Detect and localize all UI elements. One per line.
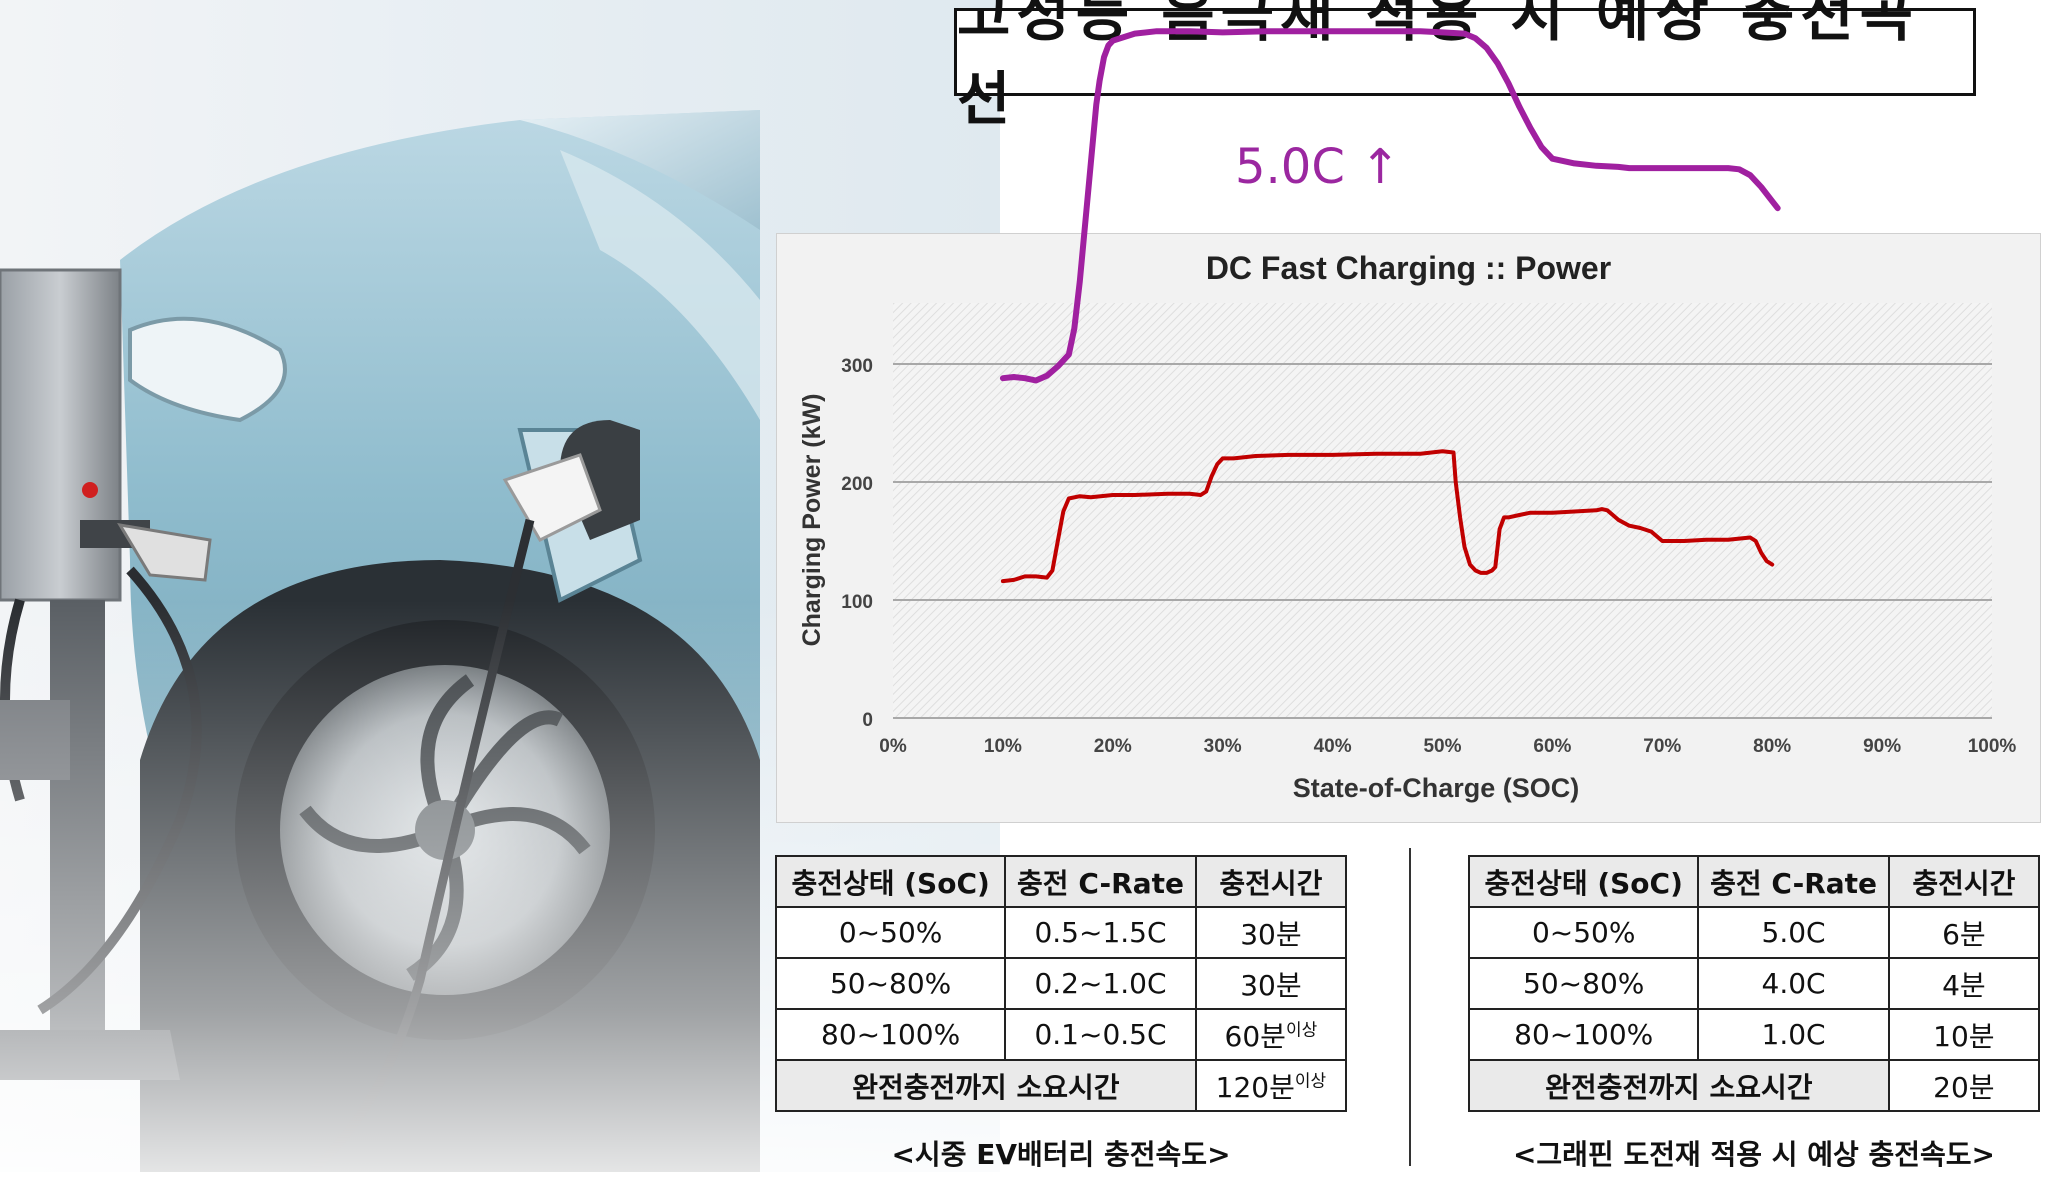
cell-soc: 80~100% [774,1008,1007,1061]
cell-time: 30분 [1194,906,1348,959]
table-row: 80~100% 1.0C 10분 [1467,1008,2041,1061]
cell-time: 4분 [1887,957,2041,1010]
graphene-caption: <그래핀 도전재 적용 시 예상 충전속도> [1512,1138,1996,1171]
market-battery-table: 충전상태 (SoC) 충전 C-Rate 충전시간 0~50% 0.5~1.5C… [774,855,1348,1112]
cell-time: 30분 [1194,957,1348,1010]
logo-text-s: s [1961,323,1978,353]
cell-soc: 0~50% [1467,906,1700,959]
cell-c-rate: 0.1~0.5C [1004,1008,1197,1061]
cell-time: 6분 [1887,906,2041,959]
header-soc: 충전상태 (SoC) [774,855,1007,908]
table-row: 50~80% 0.2~1.0C 30분 [774,957,1348,1010]
table-row: 0~50% 0.5~1.5C 30분 [774,906,1348,959]
total-value-text: 120분 [1215,1070,1295,1104]
total-value: 120분이상 [1194,1059,1348,1112]
cell-c-rate: 0.2~1.0C [1004,957,1197,1010]
table-divider [1409,848,1411,1166]
total-label: 완전충전까지 소요시간 [1468,1059,1890,1112]
total-value-suffix: 이상 [1294,1071,1327,1092]
table-row: 0~50% 5.0C 6분 [1467,906,2041,959]
total-label: 완전충전까지 소요시간 [775,1059,1197,1112]
cell-soc: 80~100% [1467,1008,1700,1061]
logo-text-ev: EV [1904,312,1962,356]
market-battery-caption: <시중 EV배터리 충전속도> [891,1138,1231,1171]
slide-title: 고성능 음극재 적용 시 예상 충전곡선 [954,0,1976,133]
cell-time-suffix: 이상 [1285,1020,1318,1041]
header-c-rate: 충전 C-Rate [1697,855,1890,908]
header-soc: 충전상태 (SoC) [1467,855,1700,908]
cell-soc: 0~50% [774,906,1007,959]
insideevs-logo: INSIDEEVs [1759,312,1978,357]
table-total-row: 완전충전까지 소요시간 20분 [1468,1059,2041,1112]
logo-text-inside: INSIDE [1758,312,1905,356]
cell-c-rate: 4.0C [1697,957,1890,1010]
cell-soc: 50~80% [774,957,1007,1010]
cell-time: 10분 [1887,1008,2041,1061]
table-total-row: 완전충전까지 소요시간 120분이상 [775,1059,1348,1112]
bottom-margin [0,1172,2048,1185]
header-time: 충전시간 [1194,855,1348,908]
chart-panel: DC Fast Charging :: Power INSIDEEVs [776,233,2041,823]
table-row: 80~100% 0.1~0.5C 60분이상 [774,1008,1348,1061]
cell-time-value: 60분 [1224,1019,1286,1053]
cell-time: 60분이상 [1194,1008,1348,1061]
cell-soc: 50~80% [1467,957,1700,1010]
table-row: 50~80% 4.0C 4분 [1467,957,2041,1010]
chart-title: DC Fast Charging :: Power [1205,250,1612,286]
cell-c-rate: 1.0C [1697,1008,1890,1061]
cell-c-rate: 5.0C [1697,906,1890,959]
cell-c-rate: 0.5~1.5C [1004,906,1197,959]
header-c-rate: 충전 C-Rate [1004,855,1197,908]
table-header-row: 충전상태 (SoC) 충전 C-Rate 충전시간 [774,855,1348,908]
table-header-row: 충전상태 (SoC) 충전 C-Rate 충전시간 [1467,855,2041,908]
header-time: 충전시간 [1887,855,2041,908]
total-value: 20분 [1887,1059,2041,1112]
graphene-table: 충전상태 (SoC) 충전 C-Rate 충전시간 0~50% 5.0C 6분 … [1467,855,2041,1112]
